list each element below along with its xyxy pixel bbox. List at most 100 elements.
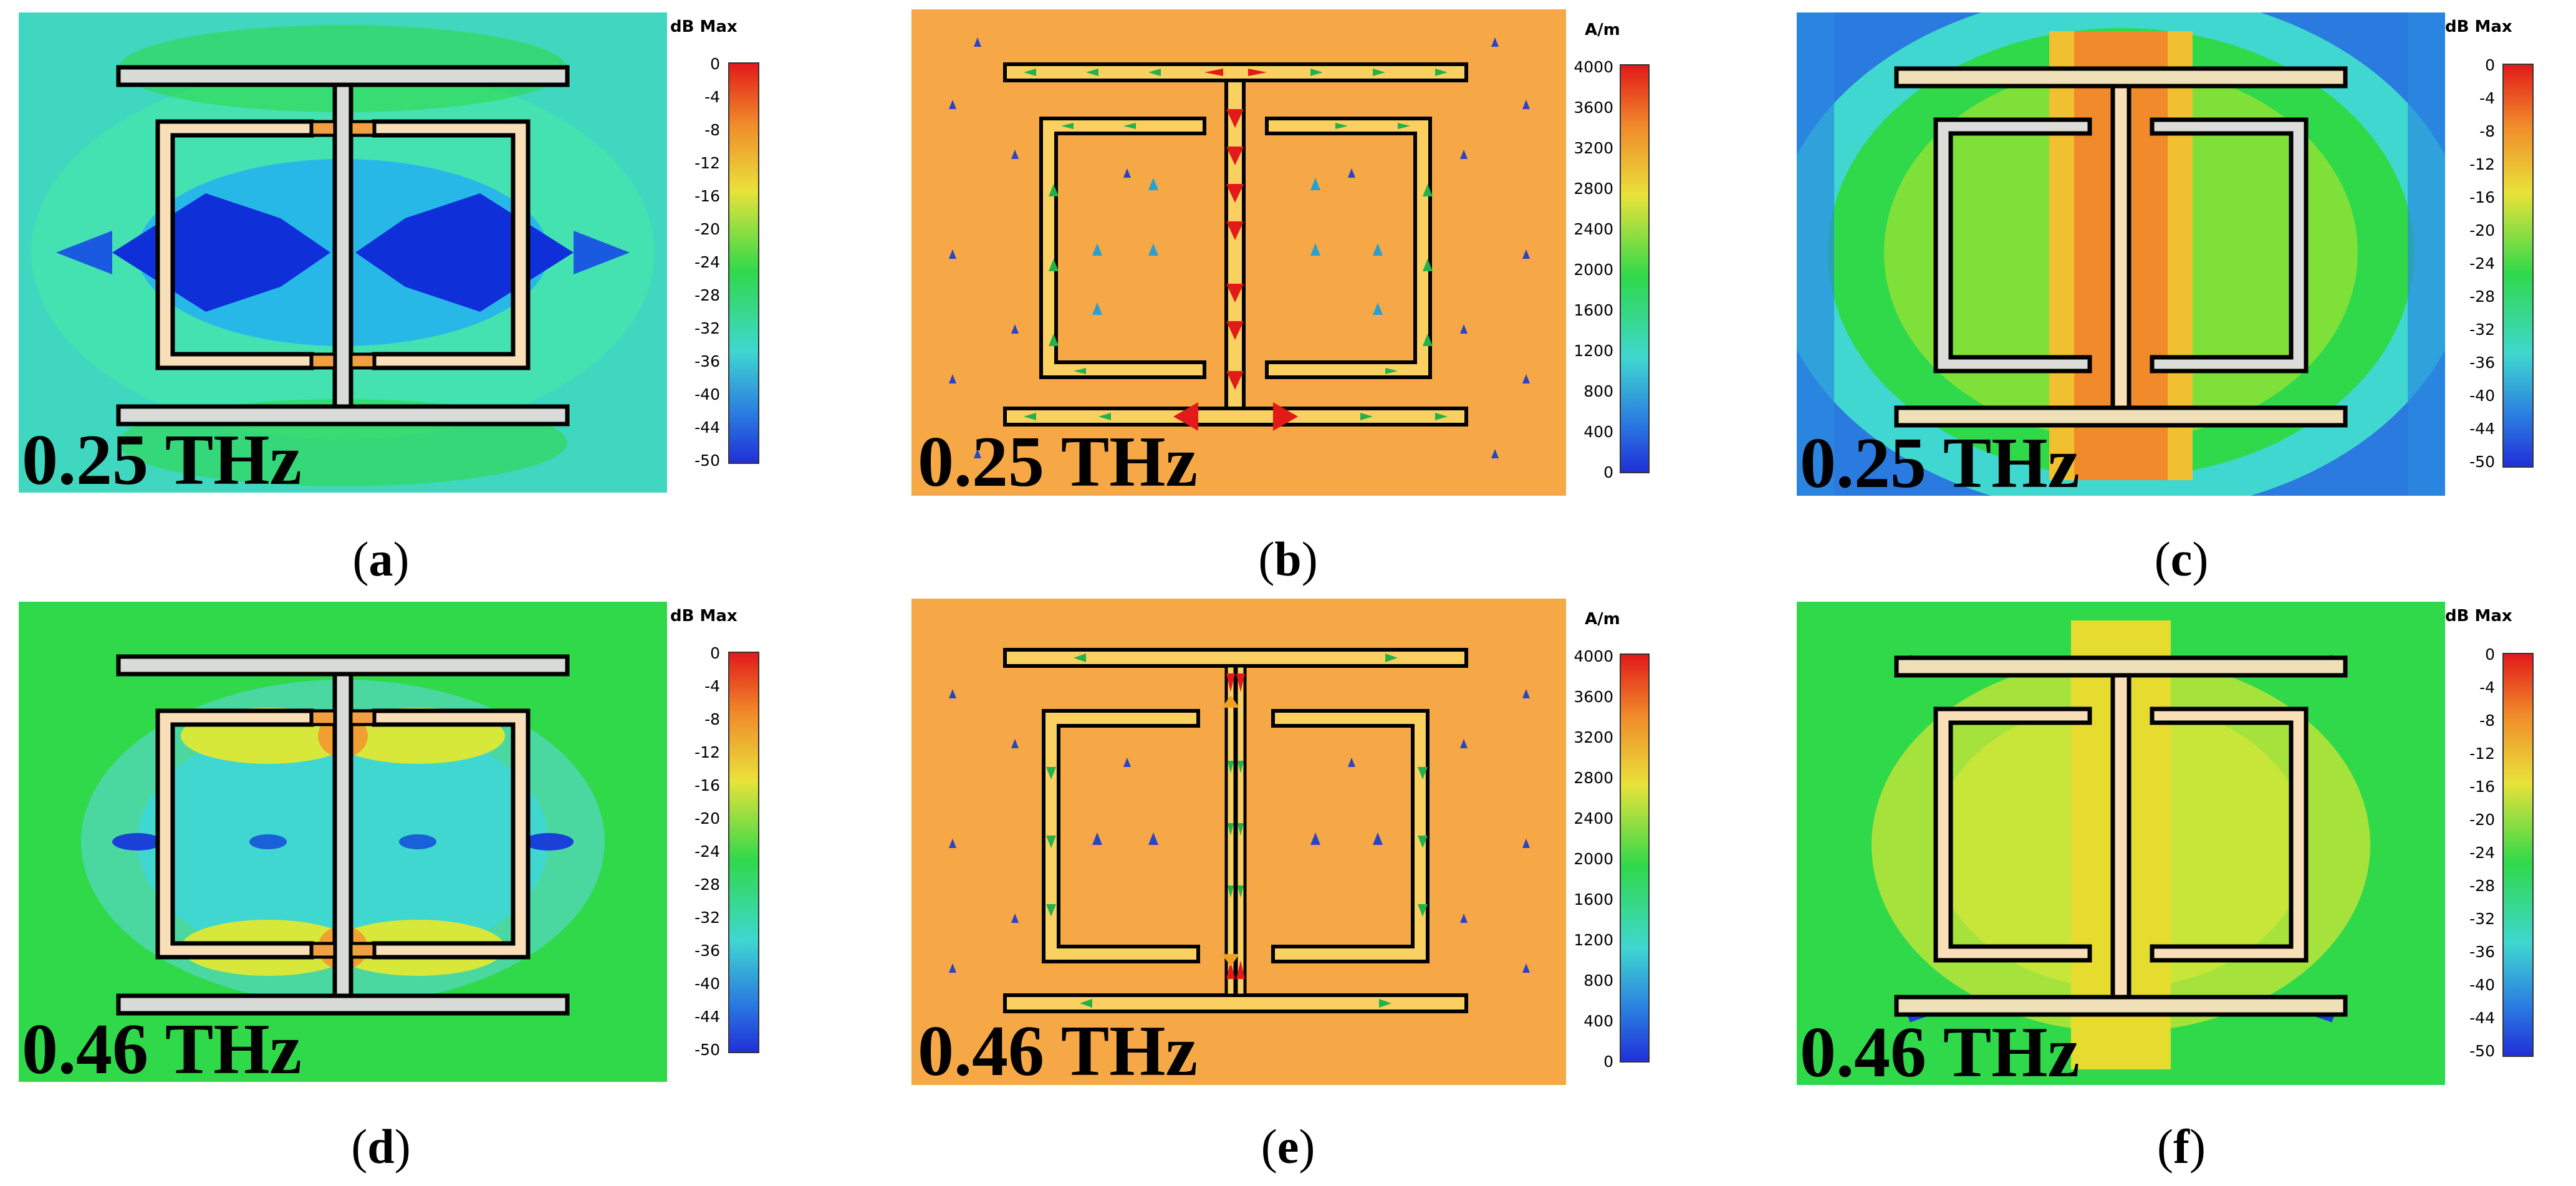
- colorbar-tick: -28: [2469, 877, 2495, 895]
- colorbar-tick: -24: [694, 253, 720, 271]
- colorbar-tick: -28: [2469, 287, 2495, 306]
- colorbar-unit: dB Max: [2445, 17, 2512, 36]
- colorbar-tick: -50: [694, 1041, 720, 1059]
- colorbar-unit: dB Max: [670, 607, 738, 625]
- colorbar-tick: 0: [710, 55, 720, 73]
- unit-db: dB: [2445, 17, 2469, 36]
- colorbar-tick: 3200: [1574, 728, 1613, 746]
- max-label: Max: [699, 607, 738, 625]
- caption-f: (f): [2157, 1119, 2206, 1174]
- colorbar-tick: 3600: [1574, 99, 1613, 117]
- colorbar-tick: 1600: [1574, 301, 1613, 319]
- colorbar-tick: 800: [1584, 382, 1613, 400]
- unit-db: dB: [670, 17, 694, 36]
- colorbar-tick: -4: [2479, 89, 2495, 107]
- colorbar-tick: -44: [694, 1008, 720, 1026]
- caption-b: (b): [1258, 532, 1318, 586]
- colorbar-tick: -50: [2469, 453, 2495, 471]
- colorbar: [2502, 64, 2534, 468]
- colorbar-tick: 0: [2485, 645, 2495, 663]
- colorbar-tick: -32: [694, 319, 720, 337]
- max-label: Max: [2474, 17, 2512, 36]
- colorbar-tick: 1200: [1574, 342, 1613, 360]
- caption-letter: e: [1277, 1119, 1299, 1174]
- colorbar-tick: 0: [1603, 1053, 1613, 1071]
- max-label: Max: [2474, 607, 2512, 625]
- colorbar-tick: -8: [2479, 711, 2495, 730]
- colorbar-tick: 4000: [1574, 647, 1613, 665]
- colorbar-tick: -32: [2469, 910, 2495, 928]
- colorbar-tick: 2400: [1574, 220, 1613, 238]
- frequency-label: 0.25 THz: [22, 420, 302, 500]
- panel-d: 0.46 THz dB Max 0 -4 -8 -12 -16 -20 -24 …: [19, 602, 786, 1086]
- colorbar: [728, 62, 759, 464]
- colorbar-tick: 2400: [1574, 809, 1613, 827]
- caption-c: (c): [2154, 532, 2209, 586]
- caption-letter: d: [367, 1119, 395, 1174]
- panel-a: 0.25 THz dB Max 0 -4 -8 -12 -16 -20 -24 …: [19, 12, 786, 500]
- panel-f: 0.46 THz dB Max 0 -4 -8 -12 -16 -20 -24 …: [1797, 602, 2564, 1089]
- colorbar-tick: 0: [710, 644, 720, 662]
- colorbar: [1620, 653, 1650, 1063]
- colorbar-tick: -12: [2469, 745, 2495, 763]
- colorbar-tick: -32: [2469, 321, 2495, 339]
- colorbar-tick: -20: [2469, 811, 2495, 829]
- field-map-c: [1797, 12, 2445, 496]
- colorbar-tick: -24: [2469, 254, 2495, 272]
- colorbar-tick: 0: [1603, 463, 1613, 481]
- colorbar-tick: -8: [704, 121, 720, 139]
- colorbar-tick: -4: [704, 88, 720, 106]
- colorbar-tick: 2800: [1574, 180, 1613, 198]
- frequency-label: 0.46 THz: [1800, 1013, 2080, 1092]
- colorbar-tick: -36: [694, 352, 720, 370]
- frequency-label: 0.25 THz: [918, 422, 1198, 502]
- colorbar-tick: -8: [2479, 122, 2495, 140]
- colorbar-tick: -12: [694, 743, 720, 761]
- colorbar-unit: A/m: [1585, 21, 1620, 39]
- colorbar-tick: -4: [2479, 678, 2495, 697]
- colorbar-unit: A/m: [1585, 610, 1620, 629]
- colorbar-tick: -36: [2469, 943, 2495, 961]
- colorbar-tick: -24: [694, 842, 720, 861]
- frequency-label: 0.46 THz: [918, 1011, 1198, 1091]
- colorbar-tick: -16: [694, 776, 720, 794]
- colorbar-tick: 1200: [1574, 931, 1613, 949]
- caption-letter: f: [2173, 1119, 2189, 1174]
- colorbar-tick: -40: [2469, 976, 2495, 994]
- colorbar-tick: -20: [694, 809, 720, 827]
- colorbar-tick: -16: [2469, 778, 2495, 796]
- colorbar-tick: -4: [704, 677, 720, 695]
- colorbar-tick: 400: [1584, 423, 1613, 441]
- panel-c: 0.25 THz dB Max 0 -4 -8 -12 -16 -20 -24 …: [1797, 12, 2564, 503]
- unit-db: dB: [2445, 607, 2469, 625]
- colorbar-tick: -16: [2469, 188, 2495, 206]
- colorbar-tick: -50: [694, 451, 720, 470]
- colorbar-tick: -8: [704, 710, 720, 728]
- colorbar-tick: -16: [694, 187, 720, 205]
- colorbar-unit: dB Max: [670, 17, 738, 36]
- colorbar-tick: 1600: [1574, 890, 1613, 909]
- colorbar: [1620, 64, 1650, 473]
- current-map-b: [911, 9, 1566, 496]
- colorbar-tick: -50: [2469, 1042, 2495, 1060]
- max-label: Max: [699, 17, 738, 36]
- colorbar-unit: dB Max: [2445, 607, 2512, 625]
- colorbar-tick: 400: [1584, 1012, 1613, 1030]
- current-map-e: [911, 599, 1566, 1085]
- colorbar-tick: 800: [1584, 971, 1613, 990]
- caption-a: (a): [352, 532, 410, 586]
- colorbar-tick: -28: [694, 286, 720, 304]
- colorbar-tick: -36: [694, 942, 720, 960]
- caption-letter: b: [1274, 532, 1302, 586]
- unit-db: dB: [670, 607, 694, 625]
- field-map-f: [1797, 602, 2445, 1085]
- colorbar-tick: -40: [2469, 387, 2495, 405]
- colorbar-tick: -36: [2469, 354, 2495, 372]
- frequency-label: 0.25 THz: [1800, 423, 2080, 503]
- caption-letter: c: [2170, 532, 2193, 586]
- colorbar-tick: -32: [694, 909, 720, 927]
- colorbar-tick: 2000: [1574, 850, 1613, 868]
- colorbar-tick: -44: [694, 418, 720, 436]
- field-map-a: [19, 12, 667, 493]
- frequency-label: 0.46 THz: [22, 1010, 302, 1089]
